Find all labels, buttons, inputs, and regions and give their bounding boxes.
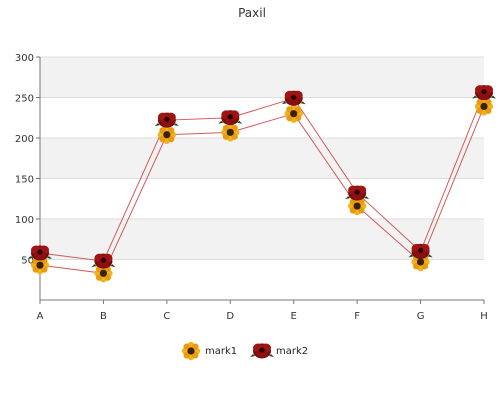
- y-tick-label: 150: [15, 175, 34, 186]
- legend: mark1 mark2: [181, 341, 308, 361]
- chart-title: Paxil: [238, 6, 266, 20]
- x-tick-label: B: [100, 311, 107, 322]
- sunflower-icon[interactable]: [284, 104, 303, 123]
- x-tick-label: H: [480, 311, 488, 322]
- y-tick-label: 300: [15, 53, 34, 64]
- series-line-mark1: [39, 106, 485, 274]
- series-lines: [39, 92, 485, 274]
- sunflower-icon[interactable]: [157, 125, 177, 144]
- x-tick-label: D: [226, 311, 234, 322]
- sunflower-icon: [181, 341, 201, 361]
- series-line-mark2: [39, 92, 485, 262]
- sunflower-icon[interactable]: [221, 123, 240, 142]
- x-tick-label: A: [37, 311, 44, 322]
- legend-label-mark2: mark2: [276, 346, 308, 357]
- x-tick-label: C: [163, 311, 170, 322]
- rose-icon: [250, 343, 274, 359]
- y-tick-label: 50: [21, 256, 34, 267]
- y-axis-ticks: 50 100 150 200 250 300: [15, 53, 40, 267]
- legend-item-mark2[interactable]: mark2: [250, 343, 308, 359]
- y-tick-label: 200: [15, 134, 34, 145]
- x-tick-label: E: [291, 311, 297, 322]
- x-tick-label: G: [417, 311, 425, 322]
- legend-label-mark1: mark1: [205, 346, 237, 357]
- plot-bands: [40, 57, 484, 260]
- y-tick-label: 250: [15, 94, 34, 105]
- y-tick-label: 100: [15, 215, 34, 226]
- grid-band: [40, 57, 484, 98]
- rose-icon[interactable]: [218, 110, 243, 126]
- rose-icon[interactable]: [345, 185, 370, 201]
- grid-band: [40, 138, 484, 179]
- x-tick-label: F: [354, 311, 360, 322]
- x-axis-ticks: A B C D E F G H: [37, 300, 488, 322]
- rose-icon[interactable]: [154, 112, 179, 128]
- legend-item-mark1[interactable]: mark1: [181, 341, 237, 361]
- gridlines: [40, 56, 484, 260]
